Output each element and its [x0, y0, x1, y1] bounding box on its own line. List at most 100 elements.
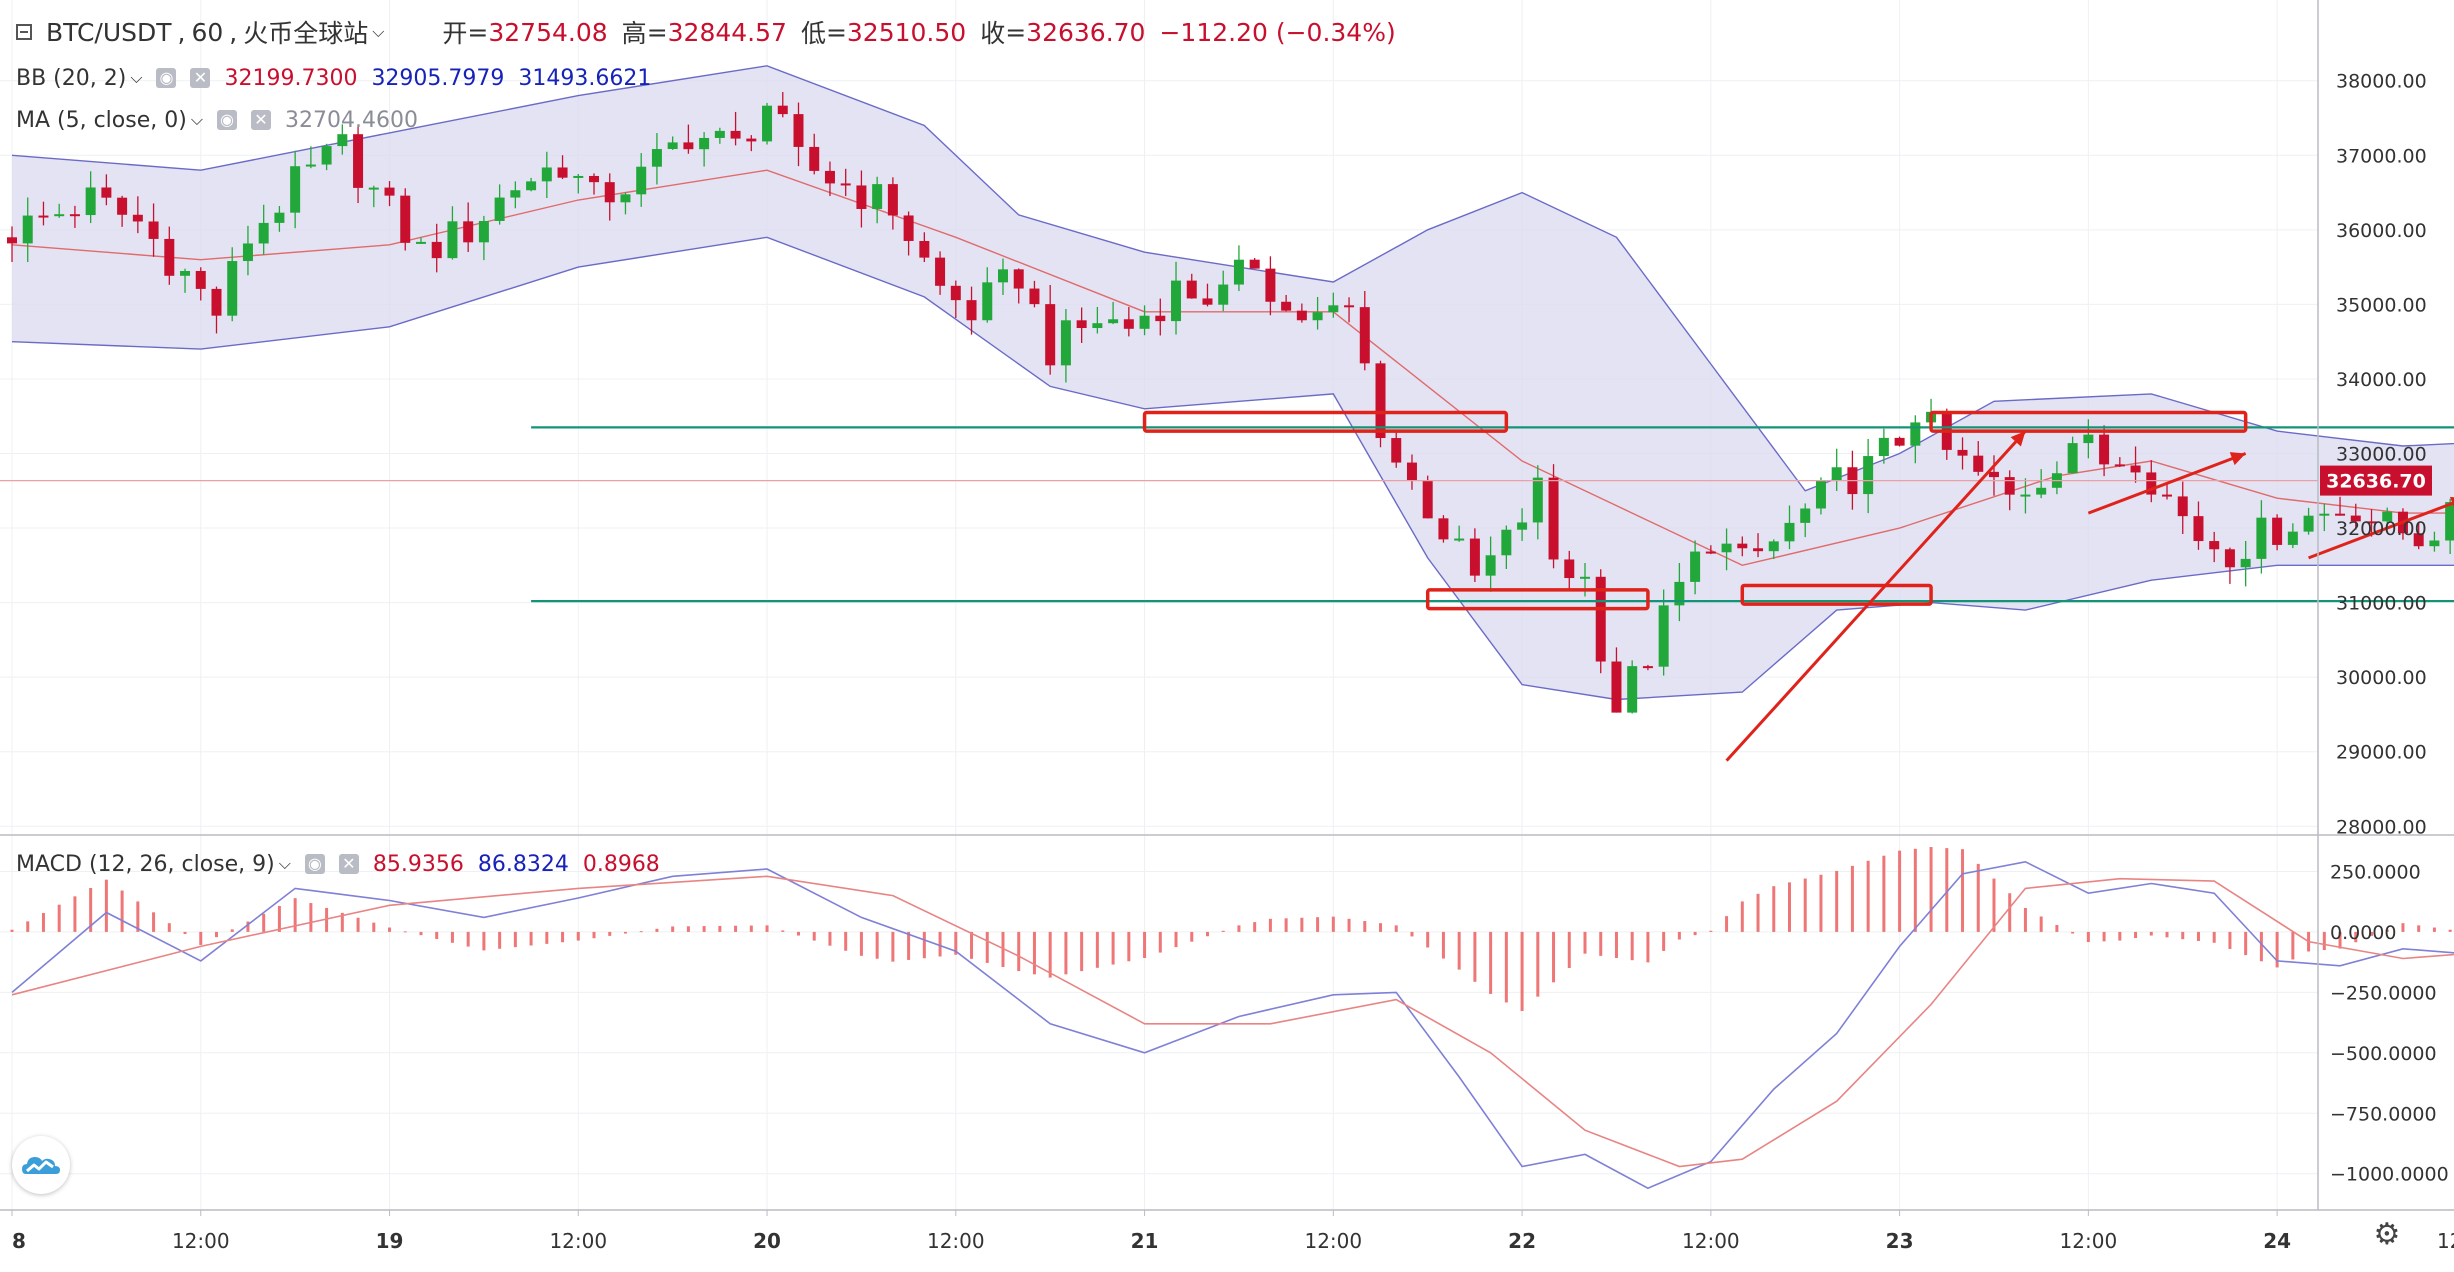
candle-body: [730, 130, 741, 139]
minus-square-icon[interactable]: [16, 24, 32, 40]
close-icon[interactable]: ✕: [338, 854, 359, 874]
macd-histogram-bar: [325, 907, 329, 932]
macd-histogram-bar: [1898, 850, 1902, 932]
candle-body: [1627, 666, 1638, 713]
time-tick-label: 12:00: [172, 1229, 230, 1253]
macd-histogram-bar: [1740, 901, 1744, 932]
candle-body: [431, 241, 442, 259]
candle-body: [620, 194, 631, 203]
price-tick-label: 31000.00: [2336, 593, 2427, 615]
trend-arrowhead: [2229, 452, 2246, 466]
close-icon[interactable]: ✕: [250, 110, 271, 130]
candle-body: [589, 175, 600, 183]
macd-histogram-bar: [1787, 882, 1791, 932]
macd-tick-label: 0.0000: [2330, 922, 2396, 944]
macd-histogram-bar: [136, 901, 140, 932]
symbol-header[interactable]: BTC/USDT , 60 , 火币全球站 ⌵ 开 = 32754.08 高 = 328…: [16, 14, 1410, 50]
macd-legend[interactable]: MACD (12, 26, close, 9) ⌵ ◉ ✕ 85.9356 86…: [16, 846, 674, 882]
macd-histogram-bar: [246, 921, 250, 932]
candle-body: [1249, 259, 1260, 269]
tradingview-cloud-icon[interactable]: [12, 1136, 70, 1194]
candle-body: [415, 241, 426, 244]
macd-histogram-bar: [1646, 931, 1650, 963]
macd-histogram-bar: [2354, 931, 2358, 943]
signal-value: 86.8324: [477, 851, 569, 877]
candle-body: [1171, 280, 1182, 322]
macd-histogram-bar: [655, 928, 659, 932]
macd-histogram-bar: [922, 931, 926, 959]
time-tick-label: 22: [1508, 1229, 1536, 1253]
close-value: 32636.70: [1026, 17, 1146, 47]
candle-body: [1469, 538, 1480, 576]
gear-icon[interactable]: ⚙: [2373, 1217, 2401, 1252]
macd-histogram-bar: [419, 931, 423, 936]
candle-body: [305, 164, 316, 167]
candle-body: [211, 288, 222, 316]
interval: 60: [191, 17, 224, 47]
candle-body: [463, 221, 474, 243]
macd-histogram-bar: [2181, 931, 2185, 940]
macd-histogram-bar: [2102, 931, 2106, 942]
candle-body: [384, 187, 395, 196]
candle-body: [809, 146, 820, 171]
candle-body: [258, 222, 269, 244]
macd-histogram-bar: [1001, 931, 1005, 967]
macd-histogram-bar: [891, 931, 895, 962]
candle-body: [1265, 268, 1276, 302]
candle-body: [510, 190, 521, 198]
candle-body: [1454, 538, 1465, 541]
macd-histogram-bar: [1599, 931, 1603, 956]
candle-body: [1218, 284, 1229, 305]
chevron-down-icon[interactable]: ⌵: [130, 68, 143, 87]
annotations: [1142, 410, 2454, 762]
candle-body: [2429, 540, 2440, 547]
macd-histogram-bar: [954, 931, 958, 955]
annotation-box: [1929, 410, 2248, 433]
macd-histogram-bar: [104, 879, 108, 932]
candlesticks: [7, 92, 2454, 714]
macd-histogram-bar: [356, 917, 360, 932]
eye-icon[interactable]: ◉: [304, 854, 325, 874]
candle-body: [1721, 543, 1732, 553]
candle-body: [1894, 437, 1905, 446]
bb-legend[interactable]: BB (20, 2) ⌵ ◉ ✕ 32199.7300 32905.7979 3…: [16, 60, 665, 96]
last-price-label: 32636.70: [2326, 471, 2426, 493]
macd-histogram-bar: [1662, 931, 1666, 951]
candle-body: [856, 185, 867, 209]
macd-line: [11, 860, 2454, 1190]
macd-histogram-bar: [1268, 918, 1272, 932]
candle-body: [2335, 513, 2346, 516]
macd-histogram-bar: [2259, 931, 2263, 962]
macd-histogram-bar: [623, 931, 627, 934]
macd-histogram-bar: [1158, 931, 1162, 953]
candle-body: [919, 240, 930, 258]
support-resistance-lines: [0, 426, 2454, 603]
chevron-down-icon[interactable]: ⌵: [278, 854, 291, 873]
candle-body: [1202, 298, 1213, 305]
histogram-value: 0.8968: [582, 851, 660, 877]
time-tick-label: 12:00: [2437, 1229, 2454, 1253]
candle-body: [1878, 437, 1889, 457]
macd-histogram-bar: [199, 931, 203, 945]
chevron-down-icon[interactable]: ⌵: [190, 110, 203, 129]
macd-histogram-bar: [2008, 893, 2012, 932]
candle-body: [22, 215, 33, 244]
candle-body: [1642, 666, 1653, 669]
eye-icon[interactable]: ◉: [156, 68, 177, 88]
candle-body: [1988, 471, 1999, 478]
macd-histogram-bar: [230, 929, 234, 932]
candle-body: [2067, 443, 2078, 474]
macd-histogram-bar: [1426, 931, 1430, 948]
candle-body: [2303, 515, 2314, 532]
candle-body: [966, 300, 977, 321]
price-tick-label: 32000.00: [2336, 518, 2427, 540]
macd-histogram-bar: [1709, 930, 1713, 932]
candle-body: [2193, 516, 2204, 542]
close-icon[interactable]: ✕: [190, 68, 211, 88]
macd-histogram-bar: [561, 931, 565, 943]
chevron-down-icon[interactable]: ⌵: [372, 22, 385, 41]
macd-histogram-bar: [435, 931, 439, 939]
ma-legend[interactable]: MA (5, close, 0) ⌵ ◉ ✕ 32704.4600: [16, 102, 432, 138]
eye-icon[interactable]: ◉: [216, 110, 237, 130]
